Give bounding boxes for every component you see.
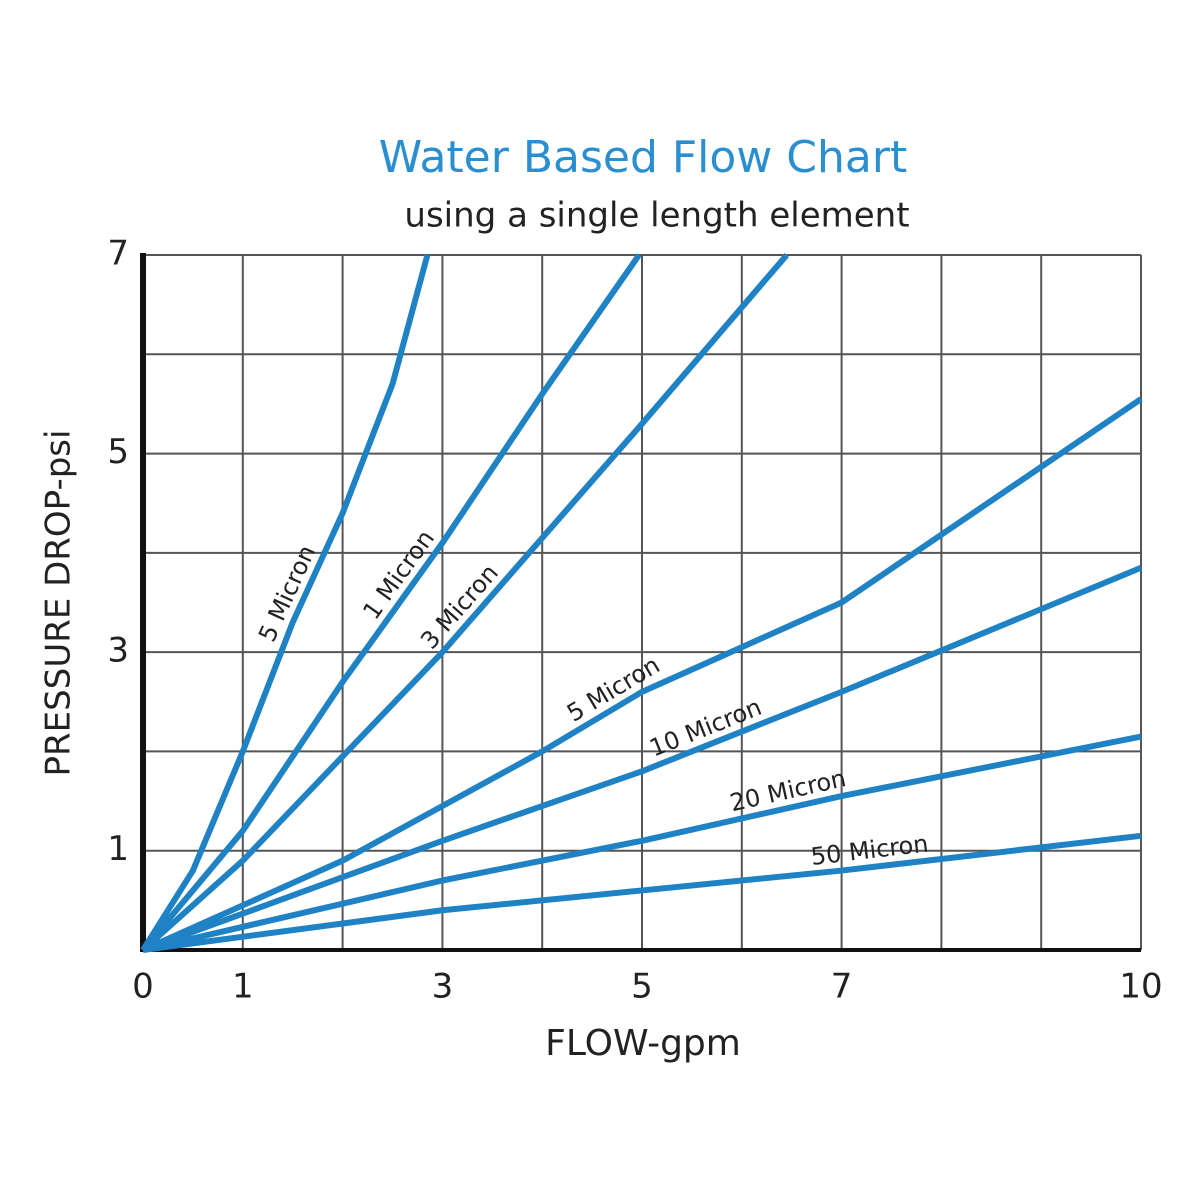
y-tick-label: 7 [107,234,129,274]
x-tick-label: 10 [1119,967,1162,1007]
chart-subtitle: using a single length element [404,196,909,236]
x-tick-label: 0 [132,967,154,1007]
x-axis-label: FLOW-gpm [545,1023,741,1064]
series-line [140,253,789,953]
x-tick-label: 7 [831,967,853,1007]
y-axis-label: PRESSURE DROP-psi [39,430,79,777]
x-tick-label: 5 [631,967,653,1007]
y-tick-label: 5 [107,432,129,472]
series-line [141,564,1143,953]
series-line [140,253,642,952]
y-tick-label: 3 [107,631,129,671]
series-line [140,254,431,952]
series-line [142,832,1142,953]
x-tick-label: 3 [432,967,454,1007]
series-line [141,396,1143,953]
y-tick-label: 1 [107,829,129,869]
x-tick-label: 1 [232,967,254,1007]
chart-title: Water Based Flow Chart [379,132,907,183]
series-line [142,733,1142,953]
